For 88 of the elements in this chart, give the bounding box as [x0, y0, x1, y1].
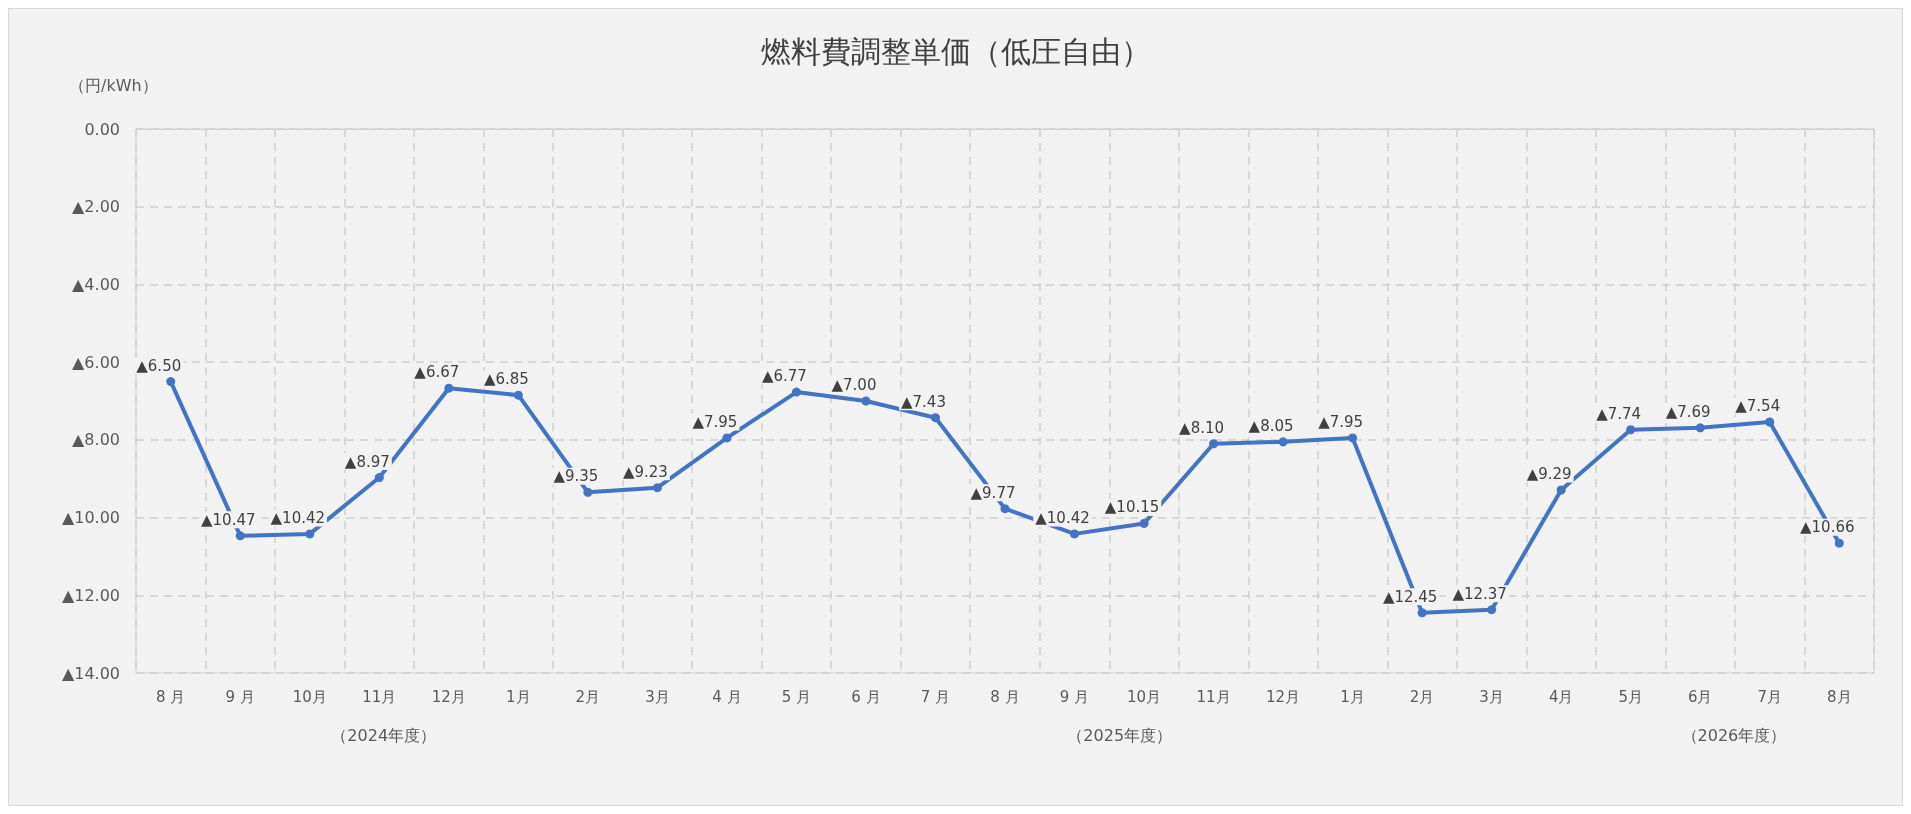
y-tick-label: 0.00	[84, 119, 120, 139]
data-label: ▲8.05	[1248, 416, 1294, 435]
point	[861, 396, 871, 406]
point	[374, 473, 384, 483]
data-label: ▲9.23	[622, 462, 668, 481]
point	[1000, 504, 1010, 514]
point	[1695, 423, 1705, 433]
point	[1417, 608, 1427, 618]
data-label: ▲9.35	[553, 467, 599, 486]
point	[722, 433, 732, 443]
data-label: ▲8.97	[344, 452, 390, 471]
point	[583, 487, 593, 497]
x-tick-label: 1月	[1340, 687, 1365, 706]
chart-title: 燃料費調整単価（低圧自由）	[760, 33, 1151, 69]
x-tick-label: 3月	[1479, 687, 1504, 706]
data-label: ▲8.10	[1179, 418, 1225, 437]
data-label: ▲7.69	[1665, 402, 1711, 421]
data-label: ▲10.42	[270, 508, 326, 527]
y-axis-title: （円/kWh）	[69, 75, 158, 95]
x-tick-label: 10月	[292, 687, 327, 706]
text: （2026年度）	[1681, 725, 1787, 745]
point	[652, 483, 662, 493]
point	[513, 390, 523, 400]
x-tick-label: 4 月	[712, 687, 742, 706]
point	[1834, 538, 1844, 548]
point	[1209, 439, 1219, 449]
x-tick-label: 7月	[1757, 687, 1782, 706]
data-label: ▲10.47	[201, 510, 256, 529]
data-label: ▲9.77	[970, 483, 1016, 502]
data-label: ▲12.45	[1382, 587, 1438, 606]
x-tick-label: 12月	[431, 687, 466, 706]
data-label: ▲7.95	[1318, 412, 1364, 431]
data-label: ▲6.77	[761, 367, 807, 386]
point	[1348, 433, 1358, 443]
x-tick-label: 2月	[575, 687, 601, 706]
point	[235, 531, 245, 541]
x-tick-label: 6 月	[851, 687, 881, 706]
data-label: ▲9.29	[1526, 464, 1572, 483]
point	[1626, 425, 1636, 435]
x-tick-label: 1月	[506, 687, 531, 706]
text: （2024年度）	[331, 725, 437, 745]
point	[1278, 437, 1288, 447]
data-label: ▲6.50	[136, 356, 182, 375]
data-label: ▲10.15	[1104, 498, 1160, 517]
x-tick-label: 6月	[1687, 687, 1713, 706]
x-tick-label: 12月	[1266, 687, 1301, 706]
y-tick-label: ▲8.00	[72, 430, 120, 450]
data-label: ▲10.42	[1035, 508, 1090, 527]
x-tick-label: 11月	[1196, 687, 1231, 706]
point	[930, 413, 940, 423]
data-label: ▲7.95	[692, 412, 738, 431]
data-label: ▲10.66	[1800, 518, 1855, 537]
x-tick-label: 5月	[1618, 687, 1643, 706]
x-tick-label: 10月	[1126, 687, 1162, 706]
x-tick-label: 2月	[1409, 687, 1435, 706]
point	[791, 387, 801, 397]
point	[444, 383, 454, 393]
point	[1139, 518, 1149, 528]
x-tick-label: 4月	[1548, 687, 1574, 706]
x-tick-label: 5 月	[781, 687, 812, 706]
x-tick-label: 8月	[1826, 687, 1852, 706]
y-tick-label: ▲2.00	[72, 197, 120, 217]
x-tick-label: 9 月	[225, 687, 255, 706]
y-tick-label: ▲14.00	[61, 663, 120, 683]
y-tick-label: ▲10.00	[61, 508, 120, 528]
y-tick-label: ▲6.00	[72, 352, 120, 372]
point	[1765, 417, 1775, 427]
data-label: ▲6.85	[483, 370, 529, 389]
x-tick-label: 9 月	[1059, 687, 1090, 706]
data-label: ▲7.43	[901, 392, 946, 411]
point	[1556, 485, 1566, 495]
x-tick-label: 11月	[362, 687, 397, 706]
x-tick-label: 8 月	[156, 687, 186, 706]
y-tick-label: ▲4.00	[72, 274, 120, 294]
data-label: ▲7.54	[1735, 396, 1781, 415]
data-label: ▲12.37	[1452, 584, 1507, 603]
y-tick-label: ▲12.00	[61, 585, 120, 605]
point	[166, 377, 176, 387]
data-label: ▲7.00	[831, 376, 877, 394]
x-tick-label: 3月	[645, 687, 670, 706]
x-tick-label: 7 月	[920, 687, 951, 706]
x-tick-label: 8 月	[990, 687, 1020, 706]
point	[1487, 605, 1497, 615]
point	[1070, 529, 1080, 539]
data-label: ▲7.74	[1596, 404, 1642, 423]
point	[305, 529, 315, 539]
data-label: ▲6.67	[414, 363, 460, 382]
text: （2025年度）	[1067, 725, 1173, 745]
